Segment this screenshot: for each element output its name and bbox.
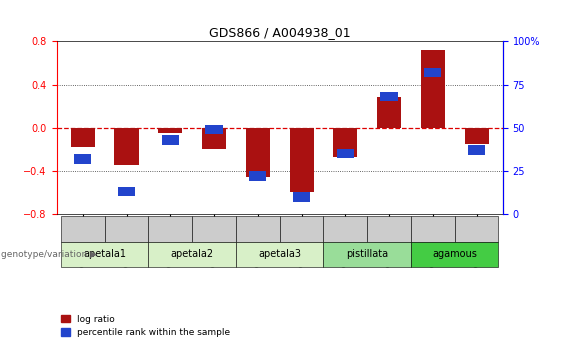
Text: agamous: agamous: [432, 249, 477, 259]
Bar: [380, 92, 398, 101]
Bar: [337, 149, 354, 158]
Bar: [421, 50, 445, 128]
Bar: [118, 187, 135, 196]
Bar: [246, 128, 270, 177]
Text: pistillata: pistillata: [346, 249, 388, 259]
Bar: [424, 68, 441, 77]
Bar: [377, 97, 401, 128]
Title: GDS866 / A004938_01: GDS866 / A004938_01: [209, 26, 350, 39]
Bar: [162, 135, 179, 145]
Bar: [115, 128, 138, 165]
Bar: [202, 128, 226, 149]
Bar: [158, 128, 182, 133]
Text: genotype/variation ▶: genotype/variation ▶: [1, 250, 97, 259]
Bar: [74, 154, 92, 164]
Text: apetala1: apetala1: [83, 249, 126, 259]
Bar: [464, 128, 489, 144]
Bar: [333, 128, 357, 157]
Legend: log ratio, percentile rank within the sample: log ratio, percentile rank within the sa…: [61, 315, 231, 337]
Bar: [293, 192, 310, 201]
Bar: [71, 128, 95, 147]
Bar: [205, 125, 223, 134]
Bar: [249, 171, 267, 181]
Text: apetala3: apetala3: [258, 249, 301, 259]
Bar: [468, 145, 485, 155]
Bar: [289, 128, 314, 192]
Text: apetala2: apetala2: [171, 249, 214, 259]
